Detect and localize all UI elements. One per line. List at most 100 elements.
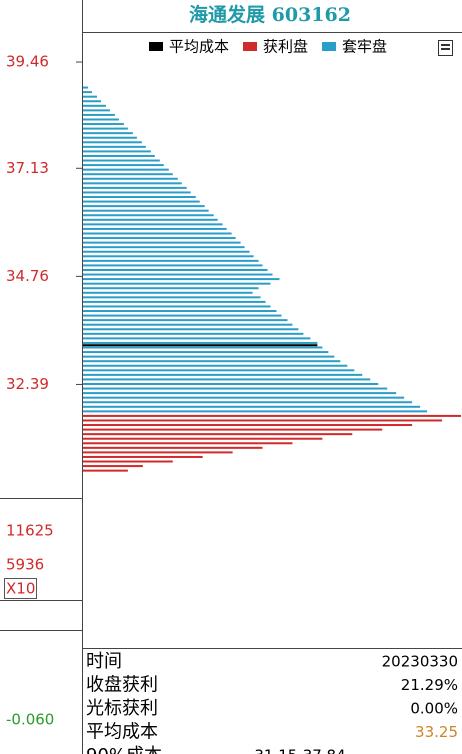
- chip-bar: [83, 369, 355, 372]
- chip-bar: [83, 428, 383, 431]
- chip-bar: [83, 300, 266, 303]
- scale-box: [4, 578, 37, 599]
- chip-bar: [83, 469, 128, 472]
- chip-bar: [83, 246, 245, 249]
- chip-bar: [83, 205, 205, 208]
- info-label: 平均成本: [86, 722, 158, 743]
- chip-bar: [83, 296, 261, 299]
- chip-bar: [83, 127, 128, 130]
- chip-bar: [83, 164, 164, 167]
- chip-bar: [83, 346, 323, 349]
- chip-bar: [83, 405, 421, 408]
- chip-bar: [83, 310, 277, 313]
- chip-bar: [83, 337, 311, 340]
- chip-bar: [83, 287, 259, 290]
- chip-bar: [83, 437, 323, 440]
- chip-bar: [83, 214, 214, 217]
- chip-bar: [83, 104, 106, 107]
- info-label: 收盘获利: [86, 675, 158, 696]
- chip-bar: [83, 451, 233, 454]
- chip-bar: [83, 364, 348, 367]
- chip-bar: [83, 460, 173, 463]
- legend-label: 套牢盘: [342, 38, 387, 56]
- chip-bar: [83, 387, 388, 390]
- chip-bar: [83, 182, 182, 185]
- chip-bar: [83, 396, 405, 399]
- chip-bar: [83, 123, 124, 126]
- info-value: 20230330: [382, 653, 458, 671]
- chip-bar: [83, 259, 259, 262]
- chip-bar: [83, 145, 146, 148]
- chip-bar: [83, 241, 241, 244]
- chip-bar: [83, 100, 101, 103]
- chip-bar: [83, 414, 462, 417]
- legend: 平均成本 获利盘 套牢盘: [149, 38, 387, 56]
- chip-bar: [83, 227, 227, 230]
- info-value: 33.25: [415, 723, 458, 741]
- chip-bar: [83, 168, 169, 171]
- chip-bar: [83, 446, 263, 449]
- chip-bar: [83, 378, 371, 381]
- icon-detail: [441, 48, 450, 50]
- chip-bar: [83, 455, 203, 458]
- chip-bar: [83, 154, 155, 157]
- y-tick-label: 39.46: [6, 53, 49, 71]
- legend-label: 获利盘: [263, 38, 308, 56]
- chip-bar: [83, 141, 142, 144]
- chip-bar: [83, 109, 110, 112]
- chip-bar: [83, 278, 280, 281]
- chip-bar: [83, 186, 187, 189]
- chip-bar: [83, 159, 160, 162]
- info-value: 31.15-37.84: [254, 747, 345, 754]
- chip-bar: [83, 410, 428, 413]
- chip-bar: [83, 401, 413, 404]
- legend-swatch: [149, 42, 163, 51]
- chip-bar: [83, 305, 271, 308]
- info-label: 90%成本: [86, 745, 162, 754]
- chip-bar: [83, 255, 254, 258]
- chip-bar: [83, 237, 236, 240]
- info-value: 0.00%: [410, 700, 458, 718]
- indicator-value: -0.060: [6, 711, 54, 729]
- chip-bar: [83, 113, 115, 116]
- chip-bar: [83, 392, 397, 395]
- chip-bar: [83, 341, 318, 344]
- chip-bar: [83, 351, 329, 354]
- chip-bar: [83, 355, 335, 358]
- chip-bar: [83, 332, 304, 335]
- chip-bar: [83, 360, 341, 363]
- chip-bar: [83, 86, 88, 89]
- chip-bar: [83, 433, 353, 436]
- chip-bar: [83, 136, 137, 139]
- volume-label: 11625: [6, 522, 54, 540]
- legend-swatch: [322, 42, 337, 51]
- chart-title: 海通发展 603162: [189, 3, 351, 26]
- chip-bar: [83, 323, 293, 326]
- info-label: 时间: [86, 651, 122, 672]
- chip-bar: [83, 218, 218, 221]
- y-tick-label: 37.13: [6, 159, 49, 177]
- chip-bar: [83, 268, 268, 271]
- legend-swatch: [243, 42, 258, 51]
- avg-cost-bar: [83, 344, 318, 347]
- chip-bar: [83, 232, 232, 235]
- chip-bar: [83, 209, 209, 212]
- chip-bar: [83, 282, 271, 285]
- chip-bar: [83, 196, 196, 199]
- y-tick-label: 34.76: [6, 267, 49, 285]
- chip-bar: [83, 191, 191, 194]
- legend-label: 平均成本: [169, 38, 229, 56]
- chip-bar: [83, 173, 173, 176]
- chip-bar: [83, 373, 363, 376]
- chip-bar: [83, 291, 253, 294]
- icon-detail: [441, 44, 450, 46]
- chip-bar: [83, 273, 273, 276]
- chip-bar: [83, 465, 143, 468]
- chip-bar: [83, 132, 133, 135]
- scale-label: X10: [6, 580, 35, 598]
- chip-bar: [83, 177, 178, 180]
- info-value: 21.29%: [401, 676, 458, 694]
- chip-bar: [83, 419, 443, 422]
